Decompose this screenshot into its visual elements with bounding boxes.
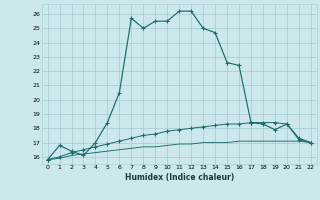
X-axis label: Humidex (Indice chaleur): Humidex (Indice chaleur) [124,173,234,182]
